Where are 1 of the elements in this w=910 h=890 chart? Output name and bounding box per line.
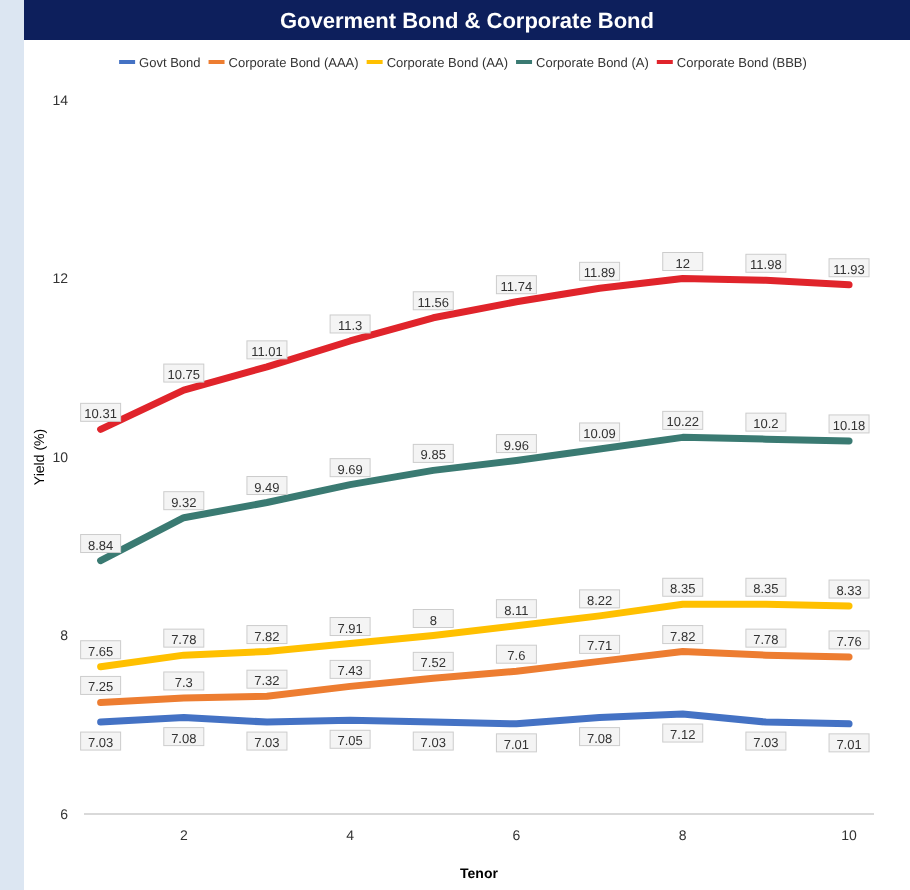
chart-title: Goverment Bond & Corporate Bond [279,10,655,34]
